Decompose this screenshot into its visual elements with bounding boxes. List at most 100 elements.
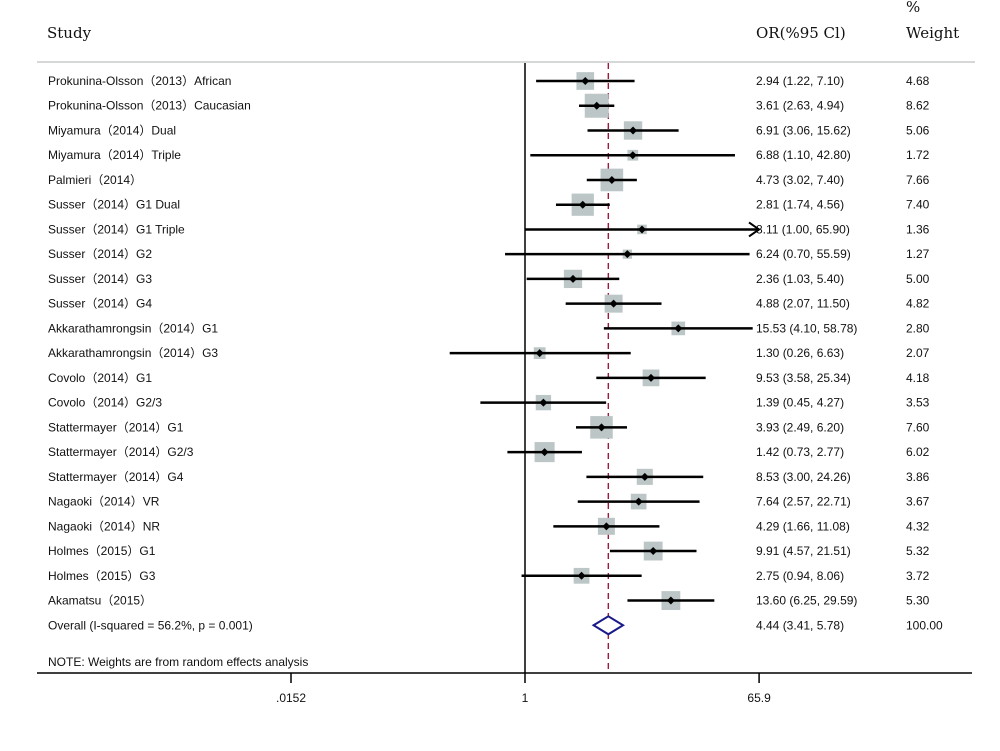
header-weight: Weight xyxy=(906,24,959,42)
point-estimate xyxy=(602,522,611,531)
study-weight: 7.40 xyxy=(906,198,930,212)
study-or-ci: 1.42 (0.73, 2.77) xyxy=(756,445,844,459)
study-weight: 5.30 xyxy=(906,594,930,608)
point-estimate xyxy=(535,349,544,358)
study-weight: 3.72 xyxy=(906,569,930,583)
study-row: Stattermayer（2014）G2/3 1.42 (0.73, 2.77) 6… xyxy=(48,442,930,463)
study-row: Stattermayer（2014）G1 3.93 (2.49, 6.20) 7.6… xyxy=(48,416,930,439)
study-row: Akkarathamrongsin（2014）G3 1.30 (0.26, 6.6… xyxy=(48,346,930,360)
point-estimate xyxy=(540,448,549,457)
study-label: Holmes（2015）G3 xyxy=(48,569,156,583)
study-or-ci: 3.61 (2.63, 4.94) xyxy=(756,99,844,113)
study-or-ci: 3.93 (2.49, 6.20) xyxy=(756,420,844,434)
study-label: Nagaoki（2014）VR xyxy=(48,495,160,509)
study-or-ci: 8.11 (1.00, 65.90) xyxy=(756,222,850,236)
study-weight: 4.32 xyxy=(906,519,930,533)
study-label: Prokunina-Olsson（2013）Caucasian xyxy=(48,99,251,113)
study-row: Holmes（2015）G3 2.75 (0.94, 8.06) 3.72 xyxy=(48,567,930,584)
study-row: Susser（2014）G1 Dual 2.81 (1.74, 4.56) 7.40 xyxy=(48,193,930,216)
study-label: Miyamura（2014）Dual xyxy=(48,123,176,137)
study-label: Prokunina-Olsson（2013）African xyxy=(48,74,231,88)
study-label: Stattermayer（2014）G2/3 xyxy=(48,445,194,459)
x-tick-label: .0152 xyxy=(276,691,306,705)
study-or-ci: 6.91 (3.06, 15.62) xyxy=(756,123,851,137)
study-label: Stattermayer（2014）G1 xyxy=(48,420,184,434)
study-row: Miyamura（2014）Triple 6.88 (1.10, 42.80) 1.… xyxy=(48,148,930,162)
study-row: Covolo（2014）G1 9.53 (3.58, 25.34) 4.18 xyxy=(48,369,930,387)
note-text: NOTE: Weights are from random effects an… xyxy=(48,655,308,669)
point-estimate xyxy=(597,423,606,432)
study-or-ci: 4.29 (1.66, 11.08) xyxy=(756,519,850,533)
study-label: Akkarathamrongsin（2014）G1 xyxy=(48,321,218,335)
study-weight: 4.68 xyxy=(906,74,930,88)
point-estimate xyxy=(581,77,590,85)
point-estimate xyxy=(578,200,587,209)
study-row: Akamatsu（2015） 13.60 (6.25, 29.59) 5.30 xyxy=(48,591,930,610)
point-estimate xyxy=(577,571,586,580)
study-label: Holmes（2015）G1 xyxy=(48,544,156,558)
study-or-ci: 15.53 (4.10, 58.78) xyxy=(756,321,857,335)
study-label: Susser（2014）G2 xyxy=(48,247,152,261)
x-tick-label: 65.9 xyxy=(747,691,771,705)
point-estimate xyxy=(634,497,643,506)
point-estimate xyxy=(609,299,618,308)
point-estimate xyxy=(649,547,658,556)
x-axis-ticks: .0152 1 65.9 xyxy=(276,673,771,705)
study-or-ci: 9.91 (4.57, 21.51) xyxy=(756,544,851,558)
study-or-ci: 8.53 (3.00, 24.26) xyxy=(756,470,851,484)
point-estimate xyxy=(623,250,632,259)
study-row: Palmieri（2014） 4.73 (3.02, 7.40) 7.66 xyxy=(48,168,930,192)
study-weight: 7.66 xyxy=(906,173,930,187)
study-row: Susser（2014）G1 Triple 8.11 (1.00, 65.90) 1… xyxy=(48,221,930,238)
study-label: Susser（2014）G1 Triple xyxy=(48,222,185,236)
study-or-ci: 6.24 (0.70, 55.59) xyxy=(756,247,851,261)
ci-arrow-icon xyxy=(748,221,761,238)
study-label: Nagaoki（2014）NR xyxy=(48,519,160,533)
header-study: Study xyxy=(47,24,92,42)
study-or-ci: 2.36 (1.03, 5.40) xyxy=(756,272,844,286)
study-rows: Prokunina-Olsson（2013）African 2.94 (1.22,… xyxy=(48,63,943,673)
x-tick-label: 1 xyxy=(522,691,529,705)
study-label: Stattermayer（2014）G4 xyxy=(48,470,184,484)
study-or-ci: 9.53 (3.58, 25.34) xyxy=(756,371,851,385)
point-estimate xyxy=(628,151,637,160)
study-row: Covolo（2014）G2/3 1.39 (0.45, 4.27) 3.53 xyxy=(48,394,930,411)
study-or-ci: 13.60 (6.25, 29.59) xyxy=(756,594,857,608)
study-row: Prokunina-Olsson（2013）African 2.94 (1.22,… xyxy=(48,72,930,90)
study-row: Nagaoki（2014）NR 4.29 (1.66, 11.08) 4.32 xyxy=(48,517,930,535)
study-weight: 3.86 xyxy=(906,470,930,484)
study-row: Nagaoki（2014）VR 7.64 (2.57, 22.71) 3.67 xyxy=(48,493,930,510)
point-estimate xyxy=(592,101,601,110)
study-label: Akamatsu（2015） xyxy=(48,594,152,608)
study-label: Miyamura（2014）Triple xyxy=(48,148,181,162)
study-weight: 4.82 xyxy=(906,297,930,311)
point-estimate xyxy=(647,373,656,382)
study-weight: 3.53 xyxy=(906,396,930,410)
study-weight: 2.07 xyxy=(906,346,930,360)
study-or-ci: 1.39 (0.45, 4.27) xyxy=(756,396,844,410)
overall-weight: 100.00 xyxy=(906,618,943,632)
header-weight-percent: % xyxy=(906,0,920,16)
point-estimate xyxy=(539,398,548,407)
study-weight: 1.27 xyxy=(906,247,930,261)
point-estimate xyxy=(629,126,638,135)
point-estimate xyxy=(674,324,683,333)
study-weight: 8.62 xyxy=(906,99,930,113)
study-label: Covolo（2014）G2/3 xyxy=(48,396,162,410)
study-or-ci: 7.64 (2.57, 22.71) xyxy=(756,495,851,509)
study-label: Palmieri（2014） xyxy=(48,173,142,187)
study-label: Susser（2014）G1 Dual xyxy=(48,198,180,212)
study-label: Susser（2014）G4 xyxy=(48,297,152,311)
study-or-ci: 1.30 (0.26, 6.63) xyxy=(756,346,844,360)
study-weight: 5.06 xyxy=(906,123,930,137)
study-or-ci: 6.88 (1.10, 42.80) xyxy=(756,148,851,162)
overall-diamond xyxy=(591,615,625,636)
study-or-ci: 4.88 (2.07, 11.50) xyxy=(756,297,850,311)
overall-label: Overall (I-squared = 56.2%, p = 0.001) xyxy=(48,618,253,632)
study-or-ci: 2.75 (0.94, 8.06) xyxy=(756,569,844,583)
study-weight: 5.00 xyxy=(906,272,930,286)
header-or-ci: OR(%95 Cl) xyxy=(756,24,846,42)
point-estimate xyxy=(666,596,675,605)
point-estimate xyxy=(640,472,649,481)
